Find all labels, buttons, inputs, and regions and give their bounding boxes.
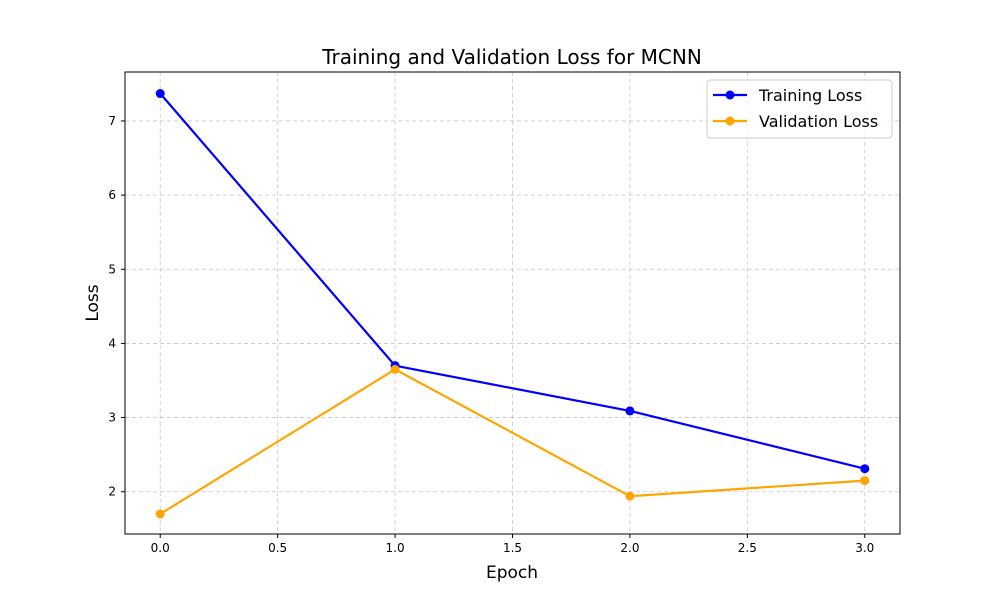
validation-loss-point [155, 509, 165, 519]
validation-loss-point [860, 476, 870, 486]
series-lines [155, 89, 870, 519]
x-tick-label: 1.0 [386, 541, 405, 555]
y-tick-label: 3 [108, 411, 116, 425]
x-axis-ticks: 0.0 0.5 1.0 1.5 2.0 2.5 3.0 [151, 534, 874, 555]
x-tick-label: 2.0 [620, 541, 639, 555]
training-loss-point [860, 464, 870, 474]
x-tick-label: 0.0 [151, 541, 170, 555]
chart-title: Training and Validation Loss for MCNN [321, 45, 702, 69]
y-tick-label: 2 [108, 485, 116, 499]
legend-frame [706, 79, 893, 139]
x-tick-label: 0.5 [268, 541, 287, 555]
legend: Training Loss Validation Loss [706, 79, 893, 139]
y-axis-ticks: 2 3 4 5 6 7 [108, 114, 125, 499]
validation-loss-point [390, 364, 400, 374]
legend-label-validation-loss: Validation Loss [759, 112, 878, 131]
training-loss-point [155, 89, 165, 99]
legend-label-training-loss: Training Loss [758, 86, 862, 105]
x-tick-label: 1.5 [503, 541, 522, 555]
validation-loss-line [159, 368, 865, 515]
legend-marker-validation-loss [725, 116, 735, 126]
y-tick-label: 7 [108, 114, 116, 128]
x-axis-label: Epoch [486, 563, 538, 583]
training-loss-line [159, 92, 866, 470]
legend-marker-training-loss [725, 90, 735, 100]
x-tick-label: 3.0 [855, 541, 874, 555]
y-tick-label: 4 [108, 336, 116, 350]
y-tick-label: 6 [108, 188, 116, 202]
x-tick-label: 2.5 [738, 541, 757, 555]
y-tick-label: 5 [108, 262, 116, 276]
validation-loss-point [625, 491, 635, 501]
training-loss-point [625, 406, 635, 416]
y-axis-label: Loss [83, 284, 103, 321]
